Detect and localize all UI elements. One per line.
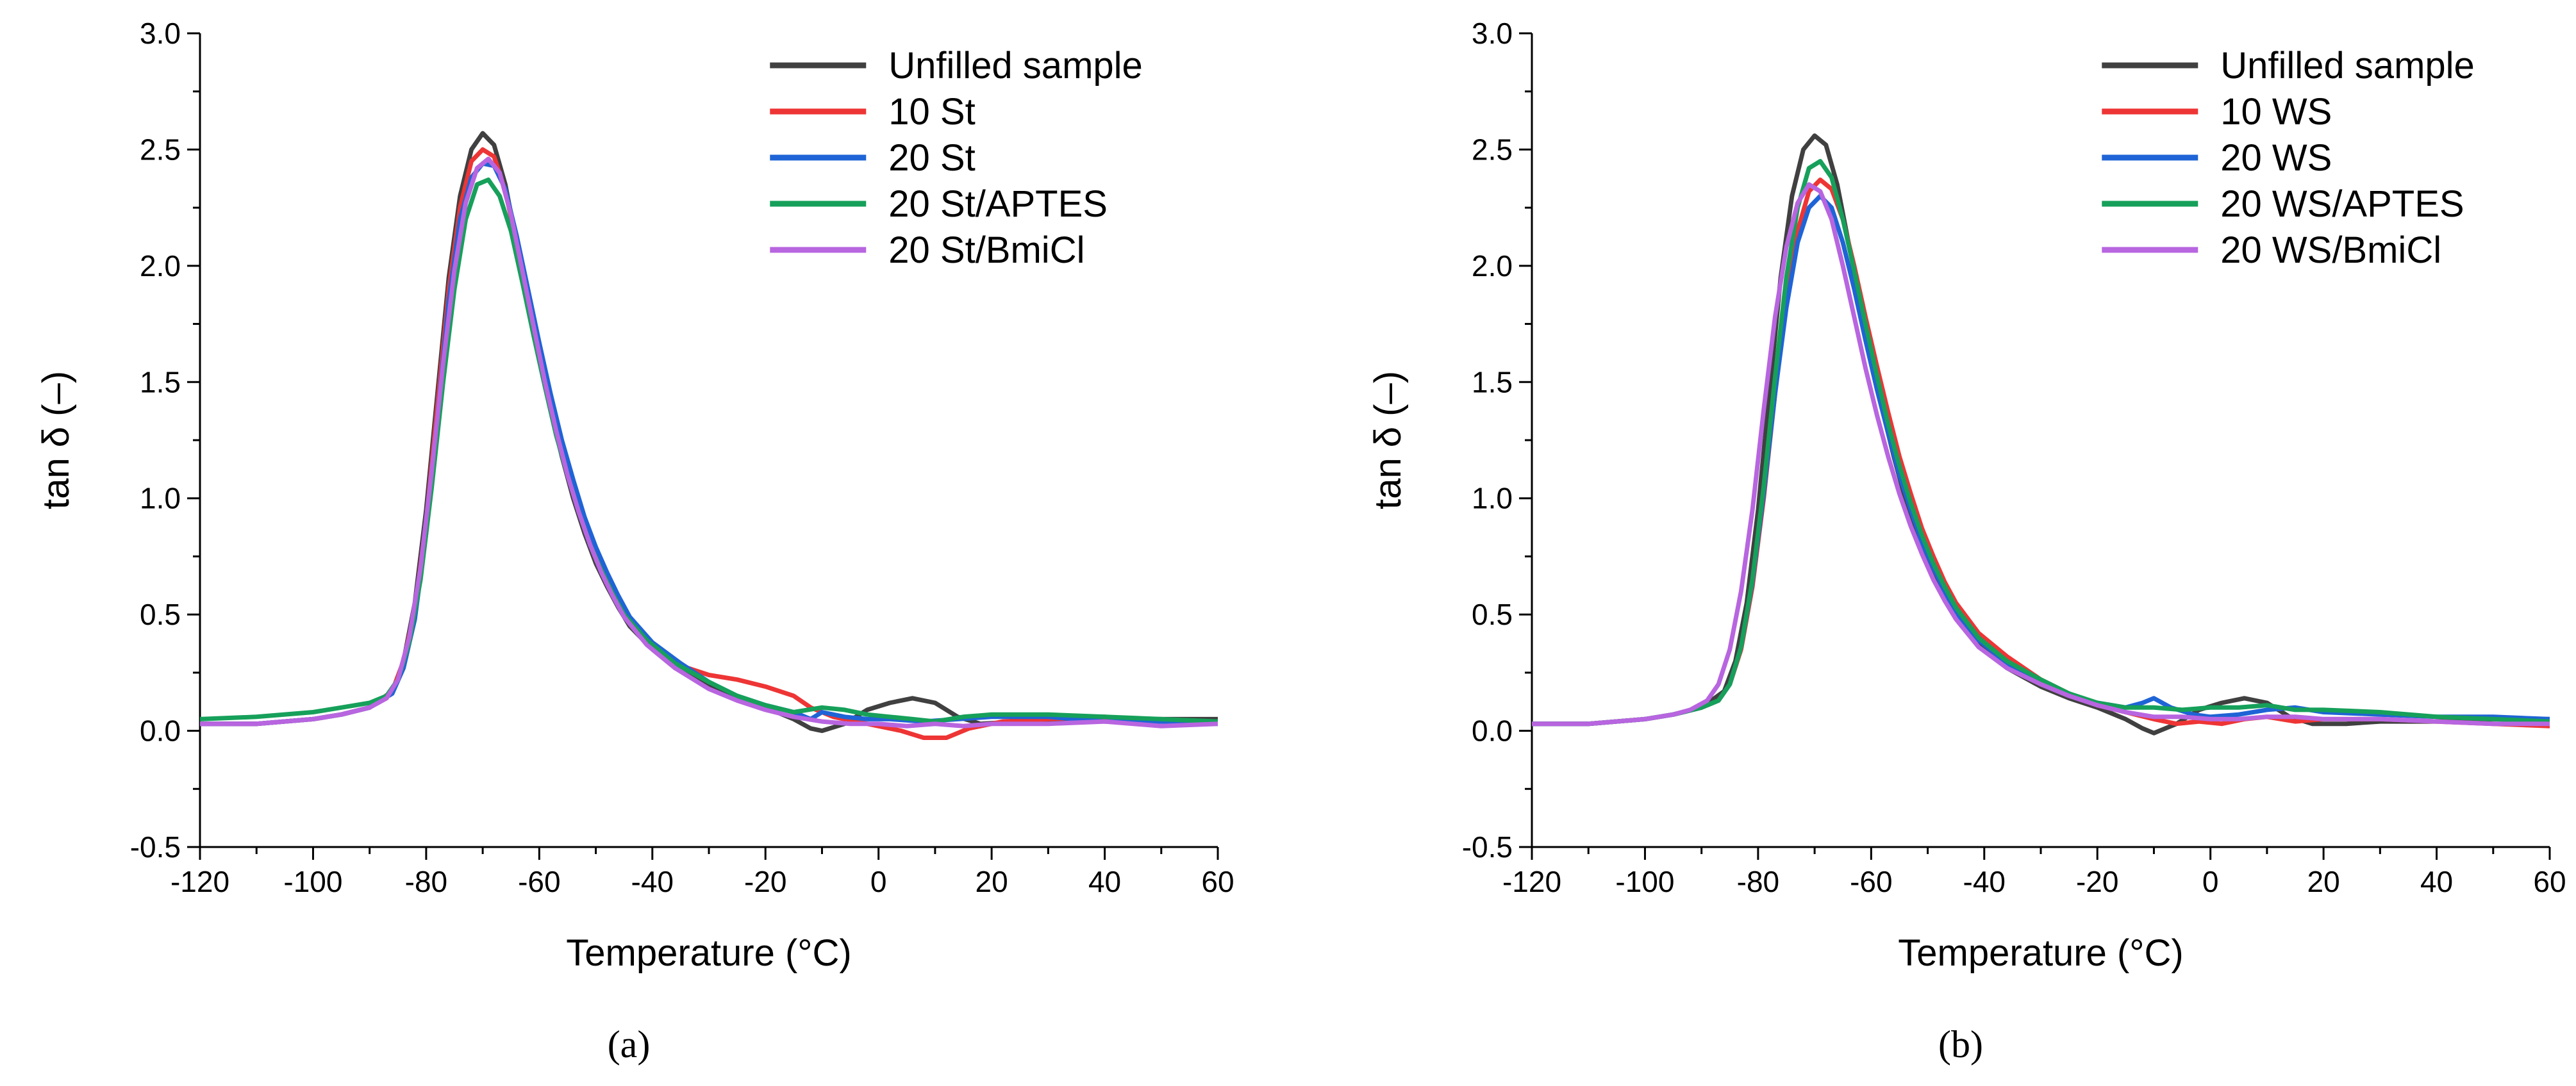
legend-label: 20 St [888, 137, 975, 179]
legend-label: Unfilled sample [2220, 45, 2475, 86]
x-tick-label: 40 [1088, 865, 1121, 898]
x-tick-label: -120 [1502, 865, 1561, 898]
y-axis-title: tan δ (–) [1367, 371, 1409, 509]
y-axis-title: tan δ (–) [35, 371, 77, 509]
y-tick-label: 2.0 [140, 249, 181, 283]
x-tick-label: 20 [2307, 865, 2340, 898]
series-line-5 [1532, 182, 2550, 727]
series-group [200, 131, 1218, 740]
y-tick-label: 2.0 [1472, 249, 1513, 283]
x-tick-label: -60 [518, 865, 560, 898]
y-tick-label: -0.5 [1462, 830, 1513, 864]
legend-label: 20 WS [2220, 137, 2332, 179]
chart-panel-a: -120 -100 -80 -60 -40 -20 0 20 40 60 -0.5 0.0 0.5 1.0… [35, 17, 1234, 1065]
y-tick-label: 1.5 [1472, 365, 1513, 399]
x-tick-label: 0 [2202, 865, 2219, 898]
y-tick-label: 3.0 [140, 17, 181, 50]
x-tick-label: -100 [283, 865, 342, 898]
x-tick-label: -80 [405, 865, 447, 898]
x-tick-label: 0 [870, 865, 887, 898]
x-tick-label: -120 [170, 865, 229, 898]
panel-label: (a) [608, 1023, 651, 1065]
y-tick-label: 2.5 [140, 133, 181, 166]
y-tick-label: 1.0 [140, 482, 181, 515]
series-group [1532, 133, 2550, 736]
chart-panel-b: -120 -100 -80 -60 -40 -20 0 20 40 60 -0.5 0.0 0.5 1.0… [1367, 17, 2566, 1065]
legend-label: 20 St/BmiCl [888, 229, 1084, 271]
y-tick-label: 2.5 [1472, 133, 1513, 166]
y-tick-label: 0.0 [1472, 714, 1513, 748]
legend-label: 20 WS/APTES [2220, 183, 2464, 225]
series-line-5 [200, 156, 1218, 728]
x-tick-label: -80 [1737, 865, 1779, 898]
x-axis-title: Temperature (°C) [566, 932, 851, 974]
x-tick-label: 60 [1201, 865, 1234, 898]
legend-label: 20 WS/BmiCl [2220, 229, 2441, 271]
x-tick-label: 40 [2420, 865, 2453, 898]
x-tick-label: 20 [976, 865, 1008, 898]
x-tick-label: -40 [631, 865, 674, 898]
y-tick-label: 1.5 [140, 365, 181, 399]
legend-label: Unfilled sample [888, 45, 1143, 86]
legend-label: 10 WS [2220, 91, 2332, 133]
x-axis-title: Temperature (°C) [1898, 932, 2183, 974]
legend-label: 10 St [888, 91, 975, 133]
y-tick-label: 0.5 [140, 598, 181, 631]
y-tick-label: 1.0 [1472, 482, 1513, 515]
x-tick-label: -100 [1615, 865, 1674, 898]
y-tick-label: 0.0 [140, 714, 181, 748]
series-line-4 [1532, 159, 2550, 727]
legend-label: 20 St/APTES [888, 183, 1108, 225]
y-tick-label: 3.0 [1472, 17, 1513, 50]
x-tick-label: -20 [2076, 865, 2118, 898]
x-tick-label: -60 [1850, 865, 1892, 898]
x-tick-label: -20 [744, 865, 786, 898]
y-tick-label: 0.5 [1472, 598, 1513, 631]
panel-label: (b) [1938, 1023, 1983, 1065]
x-tick-label: 60 [2533, 865, 2566, 898]
x-tick-label: -40 [1963, 865, 2006, 898]
y-tick-label: -0.5 [130, 830, 181, 864]
